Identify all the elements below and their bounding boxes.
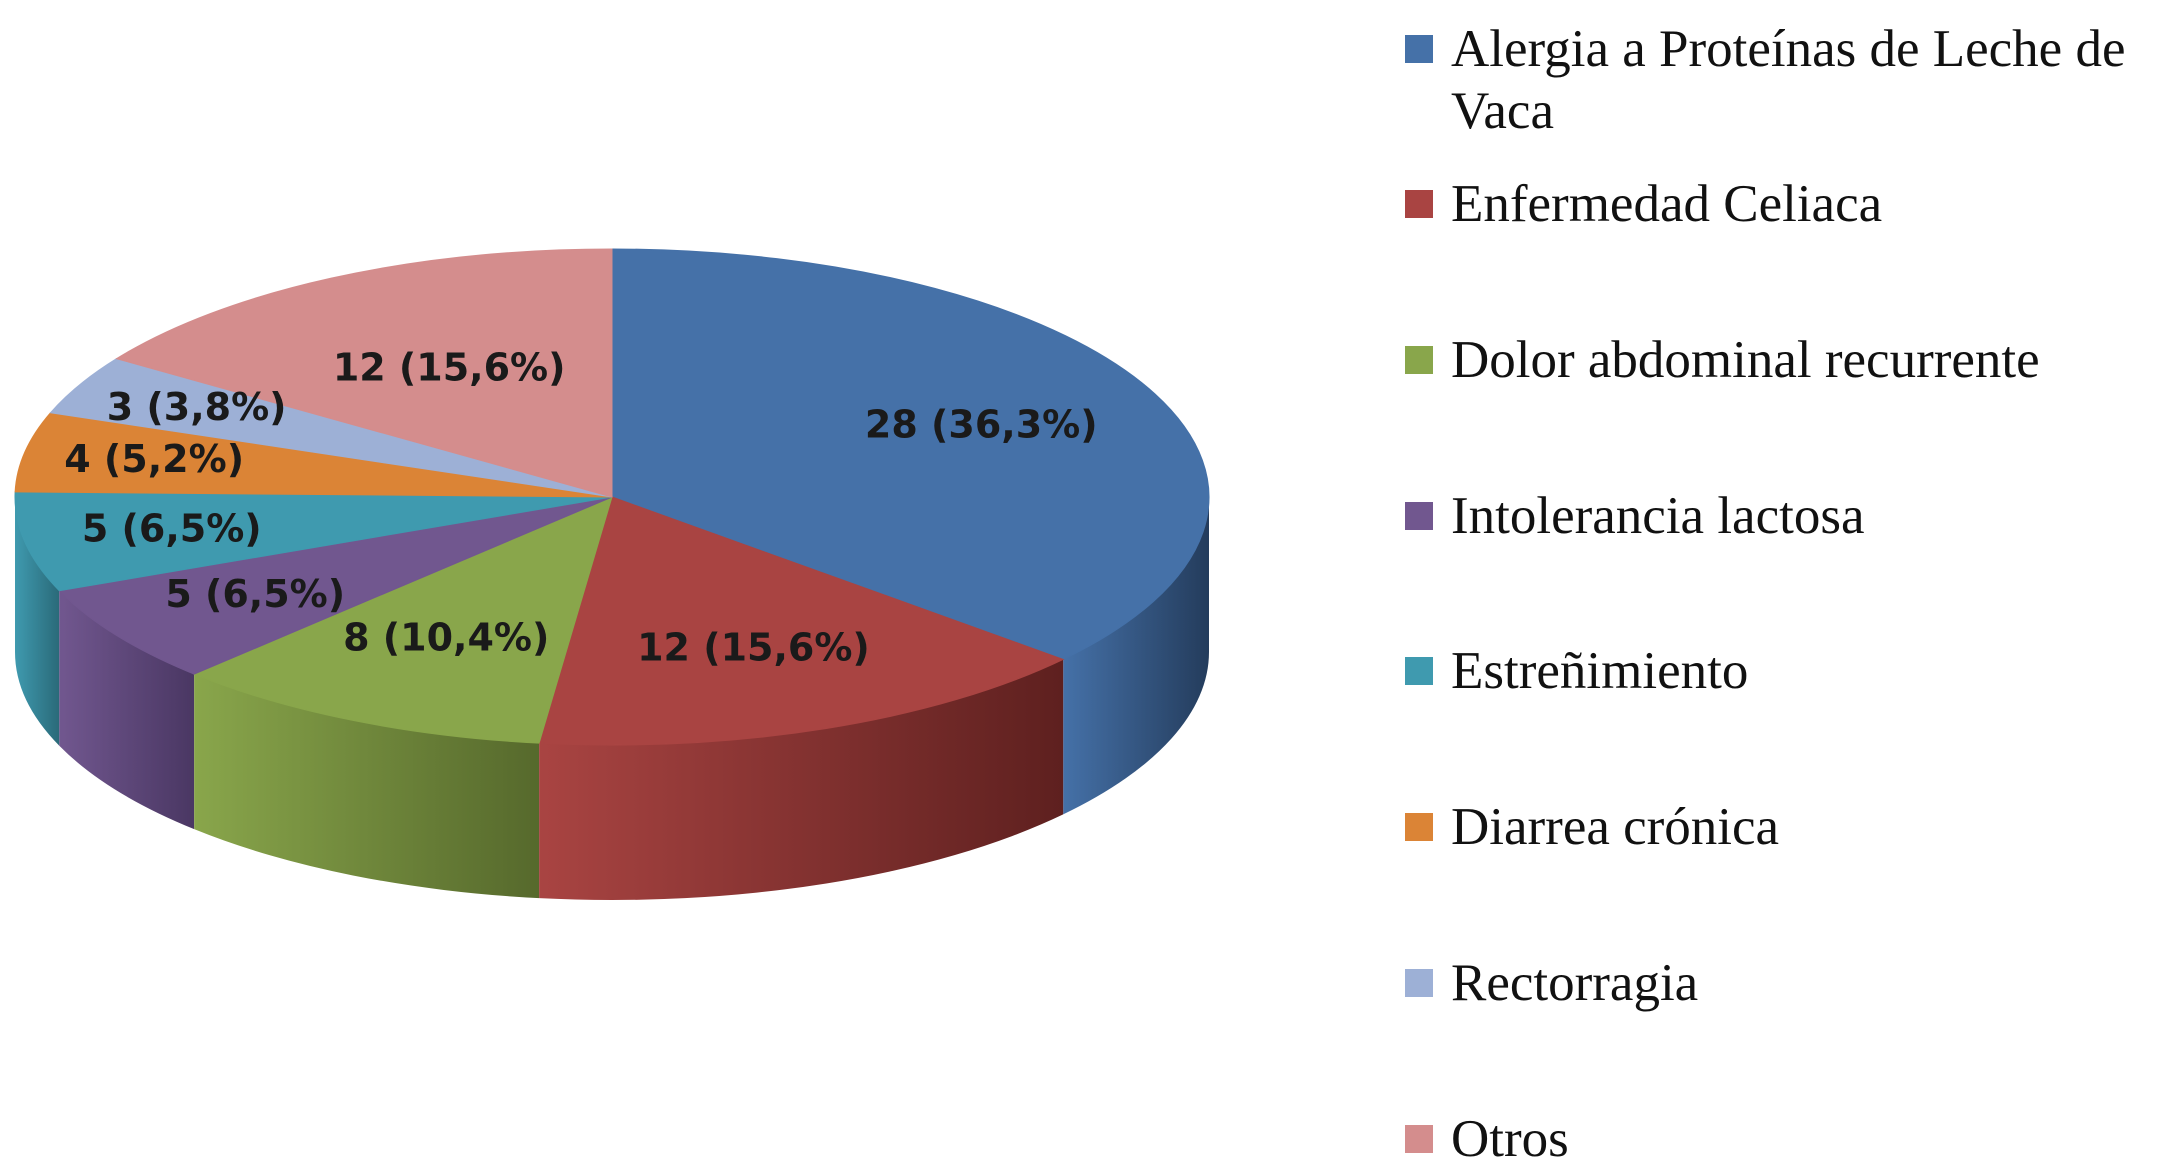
pie-side-dolor-abdominal-recurrente	[194, 674, 540, 899]
pie-data-labels: 28 (36,3%)12 (15,6%)8 (10,4%)5 (6,5%)5 (…	[64, 346, 1097, 670]
pie-slice-estrenimiento	[14, 491, 613, 592]
pie-slice-otros	[115, 248, 613, 498]
pie-slice-alergia-a-proteinas-de-leche-de-vaca	[611, 248, 1210, 660]
pie-side-alergia-a-proteinas-de-leche-de-vaca	[1063, 497, 1209, 815]
legend-item-intolerancia-lactosa: Intolerancia lactosa	[1405, 485, 2157, 547]
legend-label: Otros	[1451, 1110, 1569, 1168]
legend-swatch	[1405, 346, 1433, 374]
pie-slice-diarrea-cronica	[14, 412, 613, 498]
data-label-intolerancia-lactosa: 5 (6,5%)	[165, 572, 345, 616]
pie-slice-dolor-abdominal-recurrente	[192, 496, 613, 744]
legend-item-alergia-a-proteinas-de-leche-de-vaca: Alergia a Proteínas de Leche de Vaca	[1405, 18, 2157, 142]
pie-slice-intolerancia-lactosa	[58, 496, 613, 675]
pie-side-enfermedad-celiaca	[539, 659, 1064, 900]
legend-swatch	[1405, 190, 1433, 218]
legend-swatch	[1405, 1125, 1433, 1153]
legend-swatch	[1405, 502, 1433, 530]
pie-side-intolerancia-lactosa	[59, 590, 195, 830]
data-label-dolor-abdominal-recurrente: 8 (10,4%)	[343, 616, 549, 660]
pie-top-faces	[14, 248, 1210, 746]
legend-label: Dolor abdominal recurrente	[1451, 331, 2040, 389]
legend-item-diarrea-cronica: Diarrea crónica	[1405, 796, 2157, 858]
data-label-enfermedad-celiaca: 12 (15,6%)	[637, 625, 870, 669]
data-label-estrenimiento: 5 (6,5%)	[82, 506, 262, 550]
pie-side-walls	[15, 497, 1209, 900]
legend-swatch	[1405, 969, 1433, 997]
legend-label: Rectorragia	[1451, 954, 1699, 1012]
pie-slice-enfermedad-celiaca	[538, 496, 1065, 746]
data-label-alergia-a-proteinas-de-leche-de-vaca: 28 (36,3%)	[865, 402, 1098, 446]
data-label-otros: 12 (15,6%)	[333, 346, 566, 390]
legend-item-enfermedad-celiaca: Enfermedad Celiaca	[1405, 173, 2157, 235]
legend-label: Diarrea crónica	[1451, 798, 1780, 856]
legend-item-estrenimiento: Estreñimiento	[1405, 640, 2157, 702]
legend-swatch	[1405, 35, 1433, 63]
legend-label: Enfermedad Celiaca	[1451, 175, 1883, 233]
legend-label: Estreñimiento	[1451, 642, 1749, 700]
data-label-diarrea-cronica: 4 (5,2%)	[64, 437, 244, 481]
pie-side-estrenimiento	[15, 497, 60, 746]
legend-label: Intolerancia lactosa	[1451, 487, 1865, 545]
legend-label: Alergia a Proteínas de Leche de Vaca	[1451, 20, 2126, 140]
legend-swatch	[1405, 657, 1433, 685]
legend-item-dolor-abdominal-recurrente: Dolor abdominal recurrente	[1405, 329, 2157, 391]
data-label-rectorragia: 3 (3,8%)	[107, 385, 287, 429]
legend-swatch	[1405, 813, 1433, 841]
legend-item-rectorragia: Rectorragia	[1405, 952, 2157, 1014]
legend-item-otros: Otros	[1405, 1108, 2157, 1170]
